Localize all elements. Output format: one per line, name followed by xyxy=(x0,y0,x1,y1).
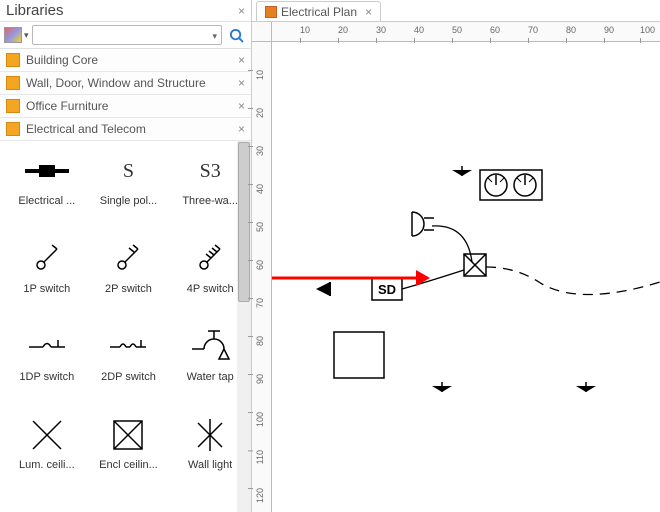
drawing-canvas[interactable]: SD xyxy=(272,42,660,512)
library-search-input[interactable]: ▾ xyxy=(32,25,222,45)
dropdown-caret-icon: ▾ xyxy=(212,31,217,42)
folder-icon xyxy=(6,76,20,90)
category-close-icon[interactable]: × xyxy=(238,76,245,90)
canvas-shape-antenna-right[interactable] xyxy=(576,382,596,392)
canvas-shape-dials[interactable] xyxy=(480,170,542,200)
canvas-shape-plug[interactable] xyxy=(412,212,434,236)
libraries-menu-button[interactable]: ▾ xyxy=(4,27,29,43)
folder-icon xyxy=(6,122,20,136)
search-button[interactable] xyxy=(225,25,247,45)
shape-1dp-switch[interactable]: 1DP switch xyxy=(6,323,88,409)
category-close-icon[interactable]: × xyxy=(238,99,245,113)
canvas-shape-antenna-top[interactable] xyxy=(452,166,472,176)
panel-close-icon[interactable]: × xyxy=(238,4,245,18)
drag-indicator-arrow xyxy=(272,266,430,290)
canvas-shape-box-x[interactable] xyxy=(464,254,486,276)
shape-1p-switch[interactable]: 1P switch xyxy=(6,235,88,321)
category-electrical-telecom[interactable]: Electrical and Telecom × xyxy=(0,118,251,141)
category-close-icon[interactable]: × xyxy=(238,122,245,136)
canvas-area: Electrical Plan × 10 20 30 40 50 60 70 8… xyxy=(252,0,660,512)
shape-2dp-switch[interactable]: 2DP switch xyxy=(88,323,170,409)
libraries-panel: Libraries × ▾ ▾ Building Core × Wall, Do… xyxy=(0,0,252,512)
category-close-icon[interactable]: × xyxy=(238,53,245,67)
shape-grid: Electrical ... S Single pol... S3 Three-… xyxy=(0,141,251,503)
category-office-furniture[interactable]: Office Furniture × xyxy=(0,95,251,118)
palette-icon xyxy=(4,27,22,43)
canvas-wire-dashed[interactable] xyxy=(486,267,660,295)
shape-electrical[interactable]: Electrical ... xyxy=(6,147,88,233)
search-icon xyxy=(229,28,244,43)
shape-encl-ceiling[interactable]: Encl ceilin... xyxy=(88,411,170,497)
canvas-shape-antenna-mid[interactable] xyxy=(432,382,452,392)
vertical-ruler: 10 20 30 40 50 60 70 80 90 100 110 120 xyxy=(252,42,272,512)
canvas-shape-square[interactable] xyxy=(334,332,384,378)
horizontal-ruler: 10 20 30 40 50 60 70 80 90 100 xyxy=(272,22,660,42)
category-wall-door[interactable]: Wall, Door, Window and Structure × xyxy=(0,72,251,95)
document-tabbar: Electrical Plan × xyxy=(252,0,660,22)
document-icon xyxy=(265,6,277,18)
shapes-scrollbar[interactable] xyxy=(237,141,251,512)
folder-icon xyxy=(6,53,20,67)
libraries-title: Libraries xyxy=(6,2,64,19)
shape-lum-ceiling[interactable]: Lum. ceili... xyxy=(6,411,88,497)
category-building-core[interactable]: Building Core × xyxy=(0,49,251,72)
shape-single-pole[interactable]: S Single pol... xyxy=(88,147,170,233)
tab-close-icon[interactable]: × xyxy=(365,5,372,19)
shape-2p-switch[interactable]: 2P switch xyxy=(88,235,170,321)
ruler-corner xyxy=(252,22,272,42)
folder-icon xyxy=(6,99,20,113)
tab-electrical-plan[interactable]: Electrical Plan × xyxy=(256,1,381,21)
